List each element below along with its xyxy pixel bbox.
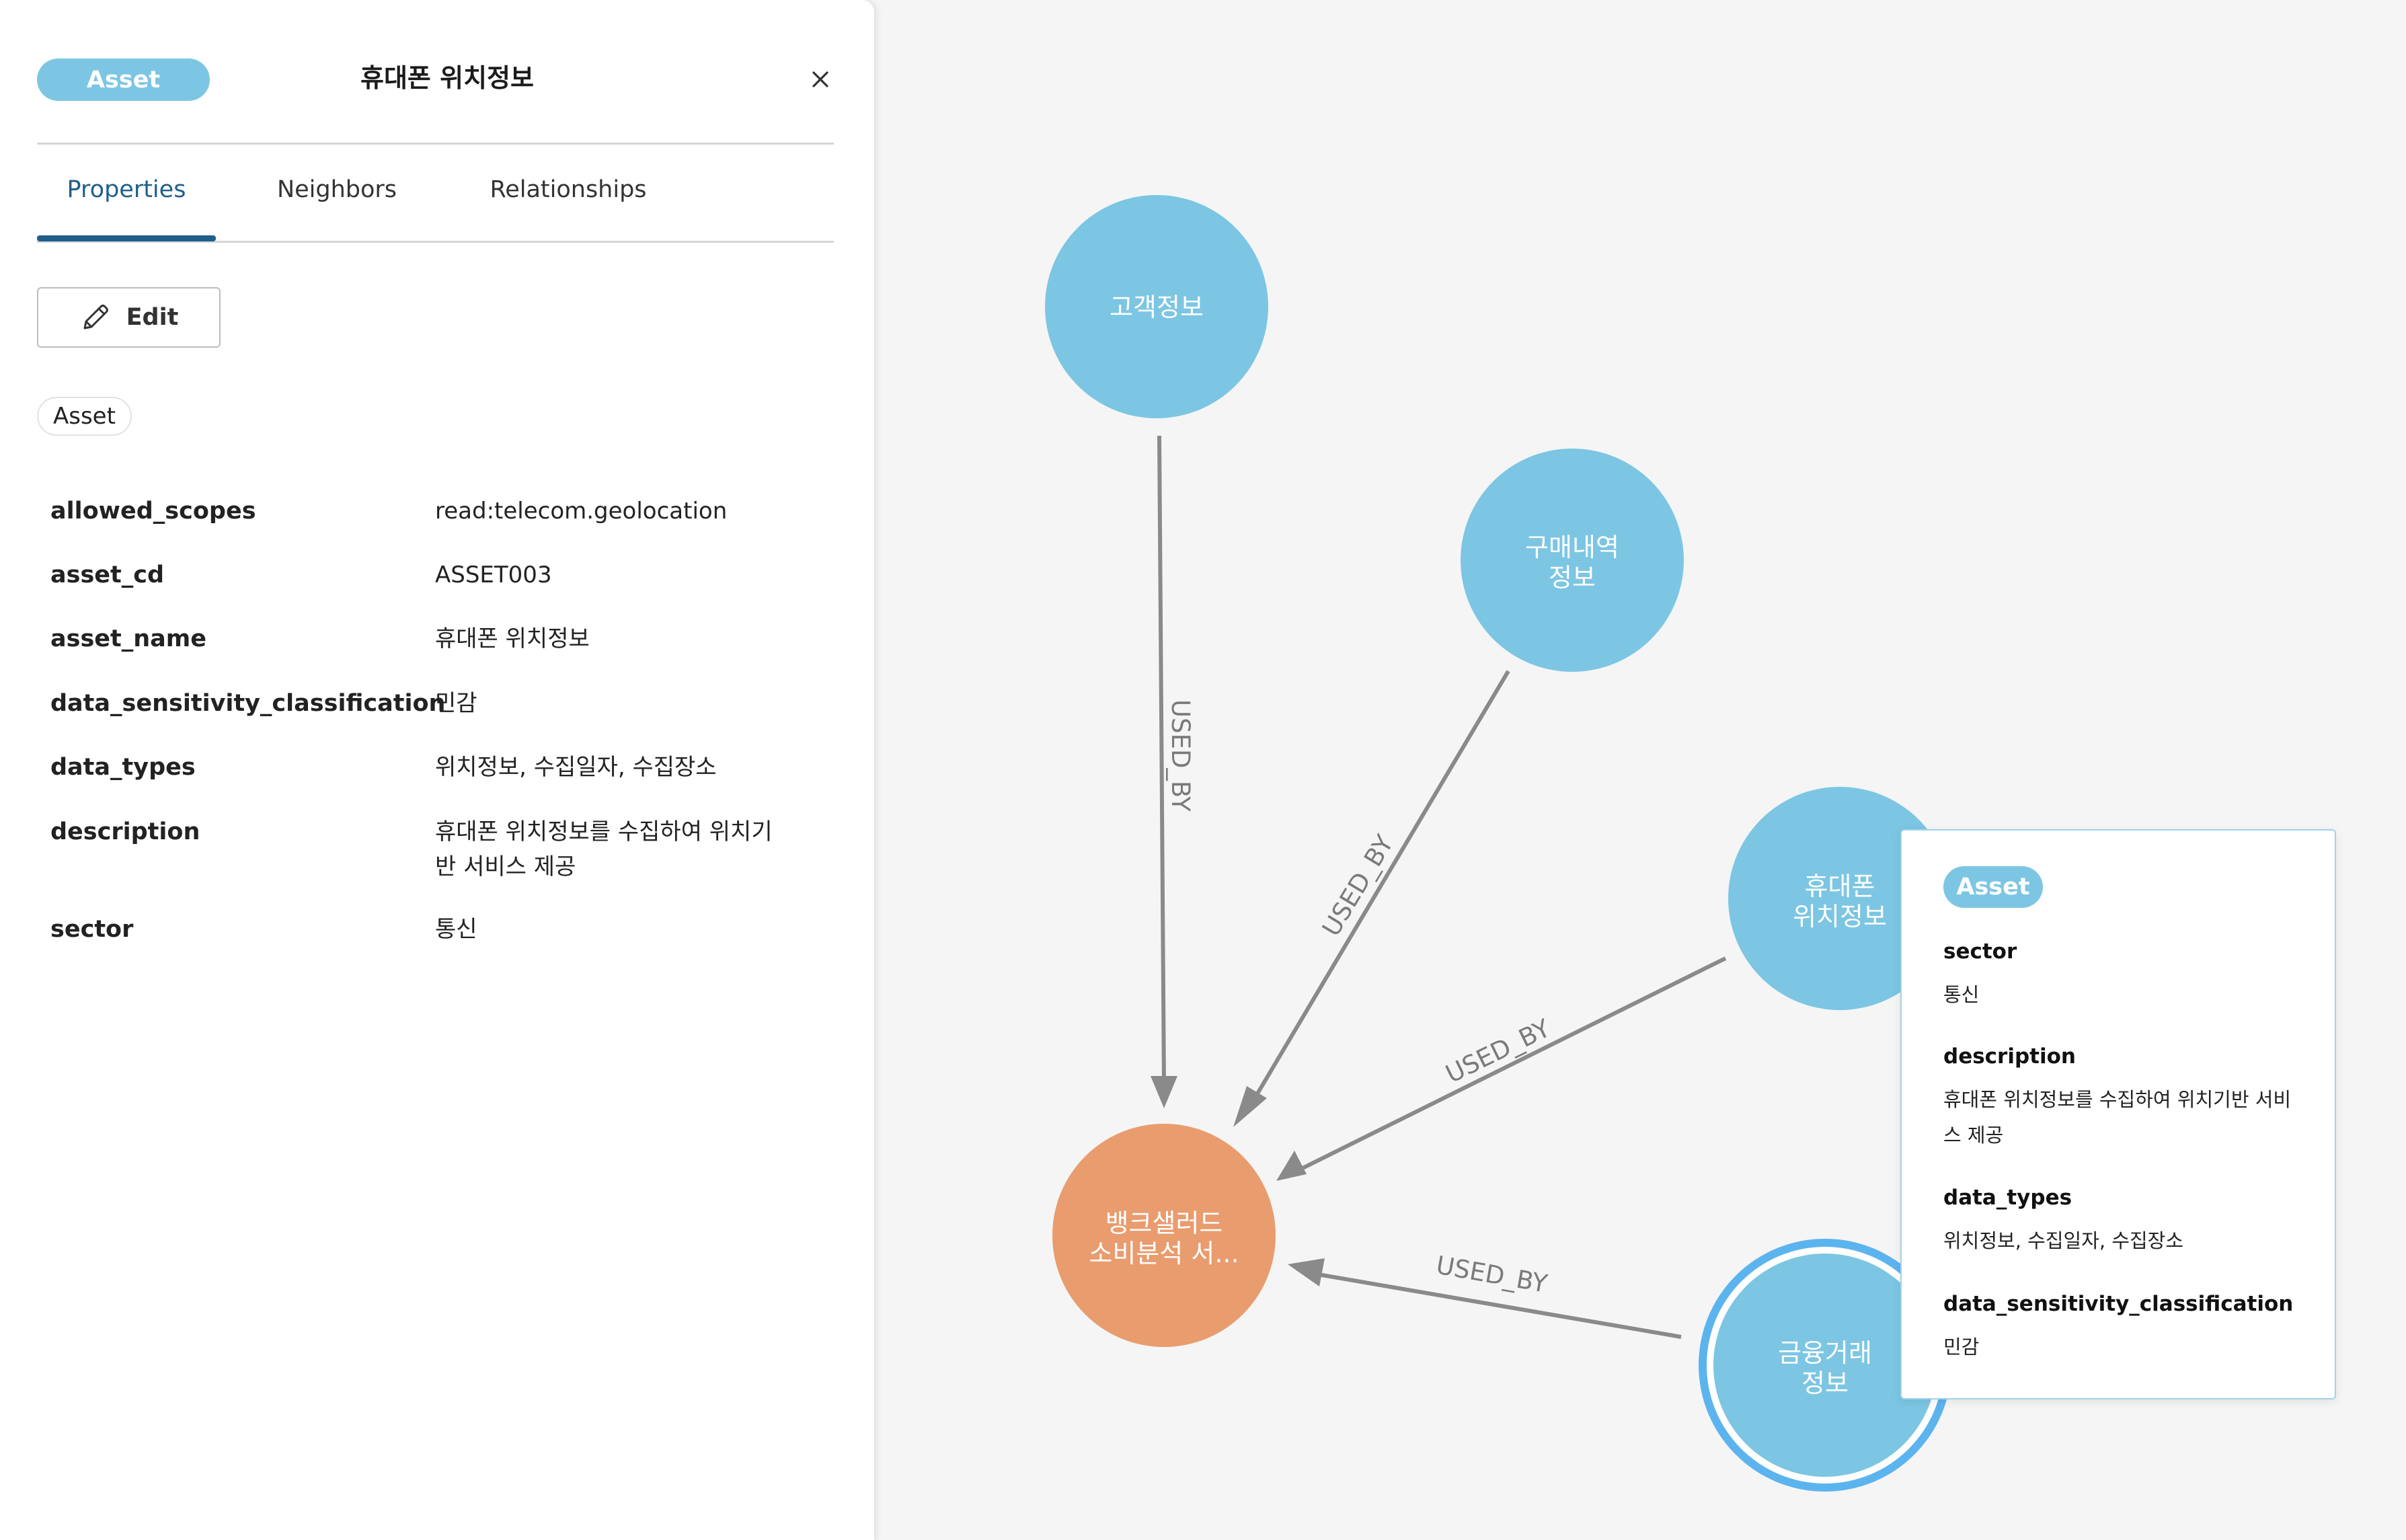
node-label: 금융거래 — [1778, 1338, 1872, 1368]
prop-key: data_types — [50, 754, 196, 781]
tooltip-key: description — [1943, 1044, 2076, 1069]
node-label: 정보 — [1549, 563, 1596, 592]
prop-key: asset_cd — [50, 562, 165, 588]
edit-button[interactable]: Edit — [37, 287, 221, 348]
prop-value: 통신 — [435, 916, 477, 943]
node-label: 휴대폰 — [1805, 872, 1875, 901]
tooltip-key: data_sensitivity_classification — [1943, 1292, 2294, 1316]
tooltip-value: 위치정보, 수집일자, 수집장소 — [1943, 1229, 2184, 1252]
close-button[interactable] — [800, 59, 841, 100]
edge-hyudaepon-to-bank[interactable]: USED_BY — [1276, 956, 1727, 1181]
tab-neighbors[interactable]: Neighbors — [276, 176, 397, 203]
tooltip-label-pill: Asset — [1943, 866, 2043, 908]
prop-value: 민감 — [435, 690, 477, 717]
active-tab-indicator — [37, 235, 216, 241]
node-label: 뱅크샐러드 — [1105, 1208, 1223, 1238]
node-geumyung-georae[interactable]: 금융거래 정보 — [1699, 1239, 1951, 1492]
edge-label: USED_BY — [1166, 699, 1195, 812]
edge-gogaek-to-bank[interactable]: USED_BY — [1151, 435, 1195, 1108]
tooltip-value: 민감 — [1943, 1336, 1980, 1358]
node-tooltip: Asset sector 통신 description 휴대폰 위치정보를 수집… — [1900, 829, 2336, 1399]
prop-key: sector — [50, 916, 134, 943]
node-label: 구매내역 — [1525, 533, 1619, 562]
prop-key: data_sensitivity_classification — [50, 690, 446, 717]
prop-value: ASSET003 — [435, 562, 552, 588]
label-chip[interactable]: Asset — [37, 397, 132, 436]
node-gumae-naeyeok[interactable]: 구매내역 정보 — [1461, 449, 1684, 672]
tooltip-key: sector — [1943, 939, 2017, 964]
edit-label: Edit — [126, 304, 179, 331]
prop-key: allowed_scopes — [50, 498, 256, 525]
tab-properties[interactable]: Properties — [67, 176, 186, 203]
tooltip-value: 통신 — [1943, 983, 1980, 1006]
node-label: 위치정보 — [1793, 902, 1887, 931]
prop-value: 휴대폰 위치정보 — [435, 625, 590, 652]
prop-value: read:telecom.geolocation — [435, 498, 728, 525]
node-hyudaepon-wichi[interactable]: 휴대폰 위치정보 — [1728, 787, 1951, 1010]
node-label: 고객정보 — [1110, 293, 1204, 322]
tab-baseline — [37, 241, 834, 243]
prop-value: 휴대폰 위치정보를 수집하여 위치기반 서비스 제공 — [435, 818, 773, 880]
close-icon — [812, 71, 828, 87]
tab-bar: Properties Neighbors Relationships — [37, 176, 834, 243]
prop-value: 위치정보, 수집일자, 수집장소 — [435, 754, 717, 781]
node-gogaek-jeongbo[interactable]: 고객정보 — [1045, 195, 1268, 418]
node-label: 소비분석 서... — [1089, 1239, 1239, 1268]
tab-relationships[interactable]: Relationships — [490, 176, 647, 203]
tooltip-value: 휴대폰 위치정보를 수집하여 위치기반 서비스 제공 — [1943, 1088, 2292, 1147]
prop-key: asset_name — [50, 625, 206, 652]
edge-geumyung-to-bank[interactable]: USED_BY — [1288, 1251, 1682, 1339]
details-panel: Asset 휴대폰 위치정보 Properties Neighbors Rela… — [0, 0, 874, 1540]
header-divider — [37, 143, 834, 145]
node-label: 정보 — [1801, 1369, 1849, 1398]
pencil-icon — [83, 305, 108, 330]
prop-key: description — [50, 818, 200, 845]
panel-title: 휴대폰 위치정보 — [360, 63, 534, 93]
edge-label: USED_BY — [1434, 1251, 1549, 1299]
tooltip-key: data_types — [1943, 1186, 2072, 1210]
node-banksalad[interactable]: 뱅크샐러드 소비분석 서... — [1052, 1124, 1276, 1347]
label-pill[interactable]: Asset — [37, 59, 210, 101]
